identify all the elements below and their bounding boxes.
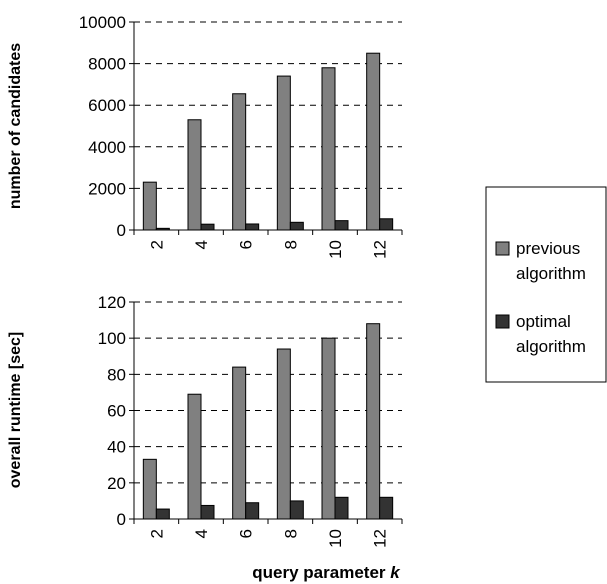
legend-swatch-previous xyxy=(495,241,510,256)
legend: previous algorithm optimal algorithm xyxy=(485,186,607,383)
candidates-chart: 0 2000 4000 6000 8000 10000 2 4 6 8 10 12 number of … xyxy=(7,13,403,259)
bar-previous xyxy=(366,52,381,231)
x-tick-label: 6 xyxy=(237,240,256,249)
bar-previous xyxy=(276,348,291,520)
y-tick-label: 20 xyxy=(107,474,126,493)
bar-previous xyxy=(232,93,247,231)
legend-label-previous-line2: algorithm xyxy=(516,264,586,283)
y-tick-label: 100 xyxy=(98,329,126,348)
y-axis-label: overall runtime [sec] xyxy=(7,332,24,489)
legend-box xyxy=(485,186,607,383)
y-tick-label: 4000 xyxy=(88,138,126,157)
bar-previous xyxy=(187,119,202,231)
y-tick-label: 120 xyxy=(98,293,126,312)
x-axis-label: query parameter k xyxy=(252,563,401,582)
bar-optimal xyxy=(245,502,260,520)
x-tick-label: 10 xyxy=(326,529,345,548)
bar-optimal xyxy=(200,223,215,231)
y-tick-label: 2000 xyxy=(88,179,126,198)
x-tick-label: 2 xyxy=(147,529,166,538)
x-tick-label: 12 xyxy=(371,529,390,548)
x-tick-label: 8 xyxy=(281,240,300,249)
y-tick-label: 10000 xyxy=(79,13,126,32)
bar-previous xyxy=(321,337,336,520)
x-tick-label: 12 xyxy=(371,240,390,259)
runtime-chart: 0 20 40 60 80 100 120 2 4 6 8 10 12 overall runtime [… xyxy=(7,293,403,548)
bar-previous xyxy=(321,67,336,231)
x-tick-label: 2 xyxy=(147,240,166,249)
x-tick-label: 4 xyxy=(192,529,211,538)
y-axis-label: number of candidates xyxy=(7,43,24,209)
bar-optimal xyxy=(334,496,349,520)
bar-optimal xyxy=(245,223,260,231)
x-axis-label-text: query parameter xyxy=(252,563,390,582)
y-tick-label: 0 xyxy=(117,221,126,240)
bar-optimal xyxy=(334,220,349,231)
bar-previous xyxy=(366,323,381,520)
y-tick-label: 40 xyxy=(107,438,126,457)
x-tick-label: 6 xyxy=(237,529,256,538)
y-tick-label: 0 xyxy=(117,510,126,529)
bar-optimal xyxy=(289,500,304,520)
bar-optimal xyxy=(379,218,394,231)
y-tick-label: 60 xyxy=(107,402,126,421)
legend-label-optimal: optimal xyxy=(516,312,571,331)
y-tick-label: 80 xyxy=(107,365,126,384)
x-tick-label: 10 xyxy=(326,240,345,259)
bar-optimal xyxy=(200,504,215,520)
bar-optimal xyxy=(289,221,304,231)
bar-optimal xyxy=(155,508,170,520)
bar-previous xyxy=(232,366,247,520)
x-tick-label: 4 xyxy=(192,240,211,249)
legend-swatch-optimal xyxy=(495,314,510,329)
x-axis-label-var: k xyxy=(390,563,401,582)
legend-label-previous: previous xyxy=(516,239,580,258)
legend-label-optimal-line2: algorithm xyxy=(516,337,586,356)
x-tick-label: 8 xyxy=(281,529,300,538)
bar-previous xyxy=(142,181,157,231)
bar-optimal xyxy=(379,496,394,520)
bar-previous xyxy=(187,393,202,520)
bar-previous xyxy=(276,75,291,231)
y-tick-label: 8000 xyxy=(88,55,126,74)
y-tick-label: 6000 xyxy=(88,96,126,115)
bar-previous xyxy=(142,458,157,520)
